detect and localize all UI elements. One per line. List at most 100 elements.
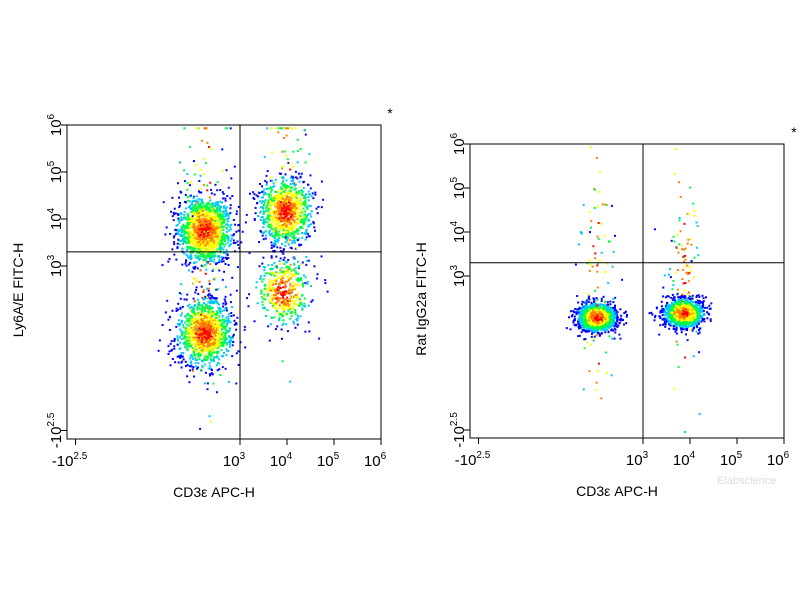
event-dot xyxy=(188,195,190,198)
event-dot xyxy=(298,244,301,247)
event-dot xyxy=(588,370,591,373)
event-dot xyxy=(190,342,193,345)
event-dot xyxy=(283,303,286,306)
event-dot xyxy=(272,250,275,253)
event-dot xyxy=(181,247,184,250)
event-dot xyxy=(207,326,209,329)
event-dot xyxy=(290,197,293,200)
event-dot xyxy=(290,217,293,220)
event-dot xyxy=(296,138,299,141)
event-dot xyxy=(198,337,201,340)
event-dot xyxy=(188,247,191,250)
event-dot xyxy=(205,208,208,211)
event-dot xyxy=(282,258,285,261)
event-dot xyxy=(288,301,291,304)
event-dot xyxy=(197,214,200,217)
event-dot xyxy=(278,211,281,214)
event-dot xyxy=(288,268,291,271)
event-dot xyxy=(268,229,271,232)
event-dot xyxy=(204,235,207,238)
event-dot xyxy=(578,327,581,330)
event-dot xyxy=(294,308,297,311)
event-dot xyxy=(198,301,201,304)
event-dot xyxy=(215,344,218,347)
event-dot xyxy=(200,285,203,288)
event-dot xyxy=(185,237,188,240)
event-dot xyxy=(304,133,307,136)
event-dot xyxy=(199,208,201,211)
event-dot xyxy=(274,240,277,243)
event-dot xyxy=(195,320,198,323)
event-dot xyxy=(305,205,307,208)
event-dot xyxy=(191,249,194,252)
event-dot xyxy=(208,351,211,354)
event-dot xyxy=(206,184,209,187)
event-dot xyxy=(210,192,213,195)
event-dot xyxy=(191,237,193,240)
event-dot xyxy=(202,350,205,353)
event-dot xyxy=(267,214,270,217)
event-dot xyxy=(210,227,213,230)
event-dot xyxy=(297,193,300,196)
event-dot xyxy=(271,199,274,202)
event-dot xyxy=(180,351,183,354)
event-dot xyxy=(225,206,228,209)
event-dot xyxy=(201,330,203,333)
event-dot xyxy=(279,211,282,214)
event-dot xyxy=(219,331,222,334)
event-dot xyxy=(299,299,302,302)
event-dot xyxy=(202,235,205,238)
event-dot xyxy=(217,238,220,240)
event-dot xyxy=(200,224,203,227)
event-dot xyxy=(320,206,323,209)
event-dot xyxy=(308,330,311,333)
event-dot xyxy=(220,218,223,221)
event-dot xyxy=(189,308,192,311)
event-dot xyxy=(268,226,271,229)
event-dot xyxy=(191,339,194,342)
event-dot xyxy=(229,207,232,210)
event-dot xyxy=(262,307,265,310)
event-dot xyxy=(199,327,202,330)
event-dot xyxy=(180,355,183,358)
event-dot xyxy=(211,373,214,376)
event-dot xyxy=(224,197,227,200)
event-dot xyxy=(216,240,219,243)
event-dot xyxy=(278,284,281,287)
event-dot xyxy=(287,235,290,238)
event-dot xyxy=(264,237,267,240)
event-dot xyxy=(281,180,284,183)
event-dot xyxy=(200,246,203,249)
event-dot xyxy=(208,306,211,309)
event-dot xyxy=(269,179,272,182)
event-dot xyxy=(202,344,205,347)
event-dot xyxy=(201,233,204,236)
event-dot xyxy=(221,315,224,318)
event-dot xyxy=(288,212,291,215)
event-dot xyxy=(296,297,298,300)
event-dot xyxy=(196,350,198,353)
event-dot xyxy=(207,146,210,148)
event-dot xyxy=(217,351,220,354)
event-dot xyxy=(272,296,275,299)
event-dot xyxy=(298,283,301,286)
event-dot xyxy=(209,217,212,220)
event-dot xyxy=(208,348,211,351)
event-dot xyxy=(285,268,288,271)
event-dot xyxy=(284,209,287,212)
event-dot xyxy=(193,303,196,306)
event-dot xyxy=(204,305,207,308)
event-dot xyxy=(178,292,181,295)
event-dot xyxy=(607,281,610,284)
event-dot xyxy=(604,271,607,273)
event-dot xyxy=(286,205,289,208)
event-dot xyxy=(221,278,224,281)
event-dot xyxy=(284,290,287,293)
event-dot xyxy=(595,389,598,392)
event-dot xyxy=(204,331,206,334)
event-dot xyxy=(283,236,286,239)
event-dot xyxy=(190,257,193,260)
event-dot xyxy=(224,339,226,342)
event-dot xyxy=(218,256,221,258)
event-dot xyxy=(288,209,291,211)
